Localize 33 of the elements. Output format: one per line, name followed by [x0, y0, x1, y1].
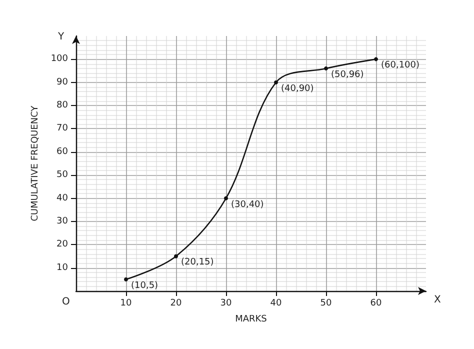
y-tick-label: 80 — [56, 100, 68, 111]
annotation: (10,5) — [131, 280, 158, 291]
y-tick-label: 70 — [56, 124, 68, 134]
y-tick-label: 50 — [56, 170, 68, 180]
point — [324, 66, 328, 70]
y-tick-label: 20 — [56, 240, 68, 250]
y-tick-label: 40 — [56, 193, 68, 204]
y-tick-label: 90 — [56, 77, 68, 88]
text: X — [434, 294, 441, 306]
annotation: (40,90) — [281, 84, 314, 94]
x-tick-label: 10 — [120, 298, 132, 308]
x-tick-label: 40 — [270, 298, 282, 308]
x-axis-title: MARKS — [235, 314, 268, 324]
y-tick-label: 100 — [50, 54, 68, 64]
point — [374, 57, 378, 62]
y-axis-title: CUMULATIVE FREQUENCY — [30, 105, 40, 222]
point — [174, 254, 178, 258]
x-tick-label: 20 — [170, 298, 182, 308]
text: Y — [57, 32, 65, 42]
annotation: (30,40) — [231, 200, 264, 210]
annotation: (20,15) — [181, 258, 214, 268]
point — [224, 196, 228, 200]
point — [124, 277, 128, 282]
x-tick-label: 50 — [320, 298, 332, 308]
y-tick-label: 60 — [56, 146, 68, 157]
annotation: (60,100) — [381, 60, 420, 71]
x-tick-label: 30 — [220, 298, 232, 308]
y-tick-label: 10 — [56, 262, 68, 273]
annotation: (50,96) — [331, 70, 364, 80]
y-tick-label: 30 — [56, 216, 68, 226]
point — [274, 80, 278, 84]
x-tick-label: 60 — [370, 298, 382, 308]
text: O — [62, 296, 70, 308]
